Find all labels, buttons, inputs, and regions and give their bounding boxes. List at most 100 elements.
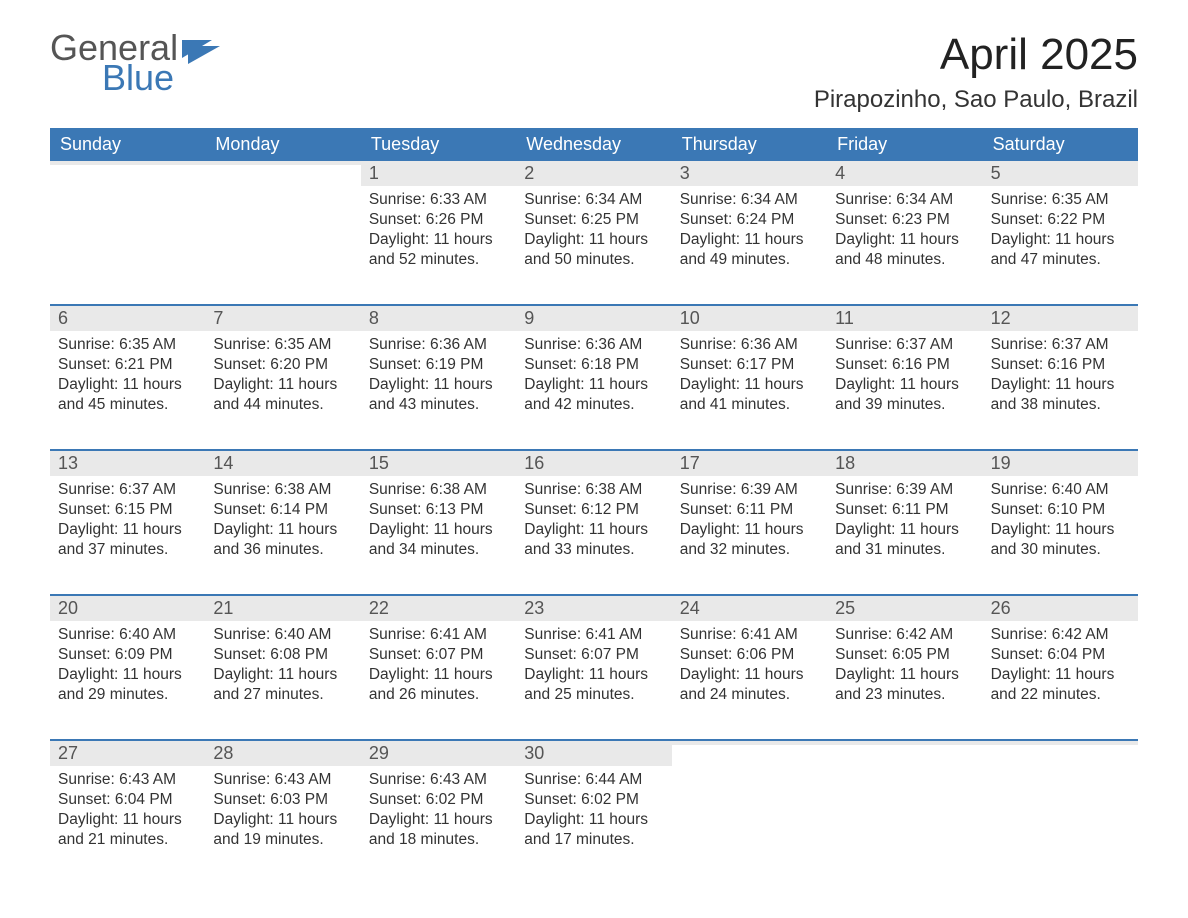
sunrise-text: Sunrise: 6:42 AM: [991, 625, 1130, 645]
cell-body: Sunrise: 6:39 AMSunset: 6:11 PMDaylight:…: [827, 476, 982, 580]
date-number: 30: [516, 741, 671, 766]
sunset-text: Sunset: 6:02 PM: [369, 790, 508, 810]
cell-body: Sunrise: 6:39 AMSunset: 6:11 PMDaylight:…: [672, 476, 827, 580]
daylight-text: Daylight: 11 hours and 36 minutes.: [213, 520, 352, 560]
sunrise-text: Sunrise: 6:39 AM: [680, 480, 819, 500]
sunset-text: Sunset: 6:16 PM: [991, 355, 1130, 375]
sunset-text: Sunset: 6:03 PM: [213, 790, 352, 810]
sunrise-text: Sunrise: 6:40 AM: [991, 480, 1130, 500]
calendar-cell: 23Sunrise: 6:41 AMSunset: 6:07 PMDayligh…: [516, 596, 671, 725]
date-number: 17: [672, 451, 827, 476]
sunset-text: Sunset: 6:23 PM: [835, 210, 974, 230]
cell-body: Sunrise: 6:38 AMSunset: 6:14 PMDaylight:…: [205, 476, 360, 580]
daylight-text: Daylight: 11 hours and 42 minutes.: [524, 375, 663, 415]
sunrise-text: Sunrise: 6:36 AM: [369, 335, 508, 355]
sunrise-text: Sunrise: 6:33 AM: [369, 190, 508, 210]
sunset-text: Sunset: 6:24 PM: [680, 210, 819, 230]
sunset-text: Sunset: 6:22 PM: [991, 210, 1130, 230]
sunrise-text: Sunrise: 6:43 AM: [369, 770, 508, 790]
calendar-cell: 27Sunrise: 6:43 AMSunset: 6:04 PMDayligh…: [50, 741, 205, 870]
calendar-cell: 19Sunrise: 6:40 AMSunset: 6:10 PMDayligh…: [983, 451, 1138, 580]
daylight-text: Daylight: 11 hours and 39 minutes.: [835, 375, 974, 415]
week-row: 13Sunrise: 6:37 AMSunset: 6:15 PMDayligh…: [50, 449, 1138, 580]
cell-body: Sunrise: 6:34 AMSunset: 6:24 PMDaylight:…: [672, 186, 827, 290]
calendar-cell: 9Sunrise: 6:36 AMSunset: 6:18 PMDaylight…: [516, 306, 671, 435]
sunrise-text: Sunrise: 6:42 AM: [835, 625, 974, 645]
calendar-cell: 4Sunrise: 6:34 AMSunset: 6:23 PMDaylight…: [827, 161, 982, 290]
daylight-text: Daylight: 11 hours and 29 minutes.: [58, 665, 197, 705]
sunset-text: Sunset: 6:08 PM: [213, 645, 352, 665]
sunrise-text: Sunrise: 6:34 AM: [680, 190, 819, 210]
date-number: 1: [361, 161, 516, 186]
calendar-cell: 21Sunrise: 6:40 AMSunset: 6:08 PMDayligh…: [205, 596, 360, 725]
cell-body: Sunrise: 6:41 AMSunset: 6:07 PMDaylight:…: [361, 621, 516, 725]
sunset-text: Sunset: 6:09 PM: [58, 645, 197, 665]
calendar-cell: 18Sunrise: 6:39 AMSunset: 6:11 PMDayligh…: [827, 451, 982, 580]
calendar-cell: [672, 741, 827, 870]
date-number: 29: [361, 741, 516, 766]
calendar-cell: 22Sunrise: 6:41 AMSunset: 6:07 PMDayligh…: [361, 596, 516, 725]
cell-body: Sunrise: 6:34 AMSunset: 6:23 PMDaylight:…: [827, 186, 982, 290]
calendar-cell: 10Sunrise: 6:36 AMSunset: 6:17 PMDayligh…: [672, 306, 827, 435]
date-number: 4: [827, 161, 982, 186]
sunrise-text: Sunrise: 6:35 AM: [58, 335, 197, 355]
calendar-cell: 6Sunrise: 6:35 AMSunset: 6:21 PMDaylight…: [50, 306, 205, 435]
calendar: Sunday Monday Tuesday Wednesday Thursday…: [50, 128, 1138, 870]
date-number: 9: [516, 306, 671, 331]
calendar-cell: 30Sunrise: 6:44 AMSunset: 6:02 PMDayligh…: [516, 741, 671, 870]
date-number: 15: [361, 451, 516, 476]
sunset-text: Sunset: 6:14 PM: [213, 500, 352, 520]
calendar-cell: 15Sunrise: 6:38 AMSunset: 6:13 PMDayligh…: [361, 451, 516, 580]
date-number: 11: [827, 306, 982, 331]
calendar-cell: [50, 161, 205, 290]
date-number: 22: [361, 596, 516, 621]
calendar-cell: 12Sunrise: 6:37 AMSunset: 6:16 PMDayligh…: [983, 306, 1138, 435]
sunrise-text: Sunrise: 6:37 AM: [835, 335, 974, 355]
daylight-text: Daylight: 11 hours and 44 minutes.: [213, 375, 352, 415]
sunrise-text: Sunrise: 6:41 AM: [524, 625, 663, 645]
daylight-text: Daylight: 11 hours and 33 minutes.: [524, 520, 663, 560]
sunrise-text: Sunrise: 6:38 AM: [213, 480, 352, 500]
cell-body: [672, 745, 827, 849]
sunrise-text: Sunrise: 6:41 AM: [369, 625, 508, 645]
sunset-text: Sunset: 6:11 PM: [680, 500, 819, 520]
dayname: Monday: [205, 128, 360, 161]
sunset-text: Sunset: 6:12 PM: [524, 500, 663, 520]
logo: General Blue: [50, 30, 220, 96]
daylight-text: Daylight: 11 hours and 38 minutes.: [991, 375, 1130, 415]
daylight-text: Daylight: 11 hours and 47 minutes.: [991, 230, 1130, 270]
calendar-cell: 14Sunrise: 6:38 AMSunset: 6:14 PMDayligh…: [205, 451, 360, 580]
sunrise-text: Sunrise: 6:40 AM: [213, 625, 352, 645]
sunset-text: Sunset: 6:04 PM: [991, 645, 1130, 665]
calendar-cell: 2Sunrise: 6:34 AMSunset: 6:25 PMDaylight…: [516, 161, 671, 290]
sunrise-text: Sunrise: 6:35 AM: [213, 335, 352, 355]
cell-body: Sunrise: 6:33 AMSunset: 6:26 PMDaylight:…: [361, 186, 516, 290]
calendar-cell: 28Sunrise: 6:43 AMSunset: 6:03 PMDayligh…: [205, 741, 360, 870]
cell-body: Sunrise: 6:42 AMSunset: 6:04 PMDaylight:…: [983, 621, 1138, 725]
cell-body: Sunrise: 6:41 AMSunset: 6:06 PMDaylight:…: [672, 621, 827, 725]
daylight-text: Daylight: 11 hours and 32 minutes.: [680, 520, 819, 560]
sunset-text: Sunset: 6:19 PM: [369, 355, 508, 375]
date-number: 20: [50, 596, 205, 621]
date-number: 10: [672, 306, 827, 331]
sunset-text: Sunset: 6:07 PM: [524, 645, 663, 665]
cell-body: Sunrise: 6:35 AMSunset: 6:21 PMDaylight:…: [50, 331, 205, 435]
sunrise-text: Sunrise: 6:34 AM: [835, 190, 974, 210]
date-number: 19: [983, 451, 1138, 476]
date-number: 6: [50, 306, 205, 331]
sunrise-text: Sunrise: 6:37 AM: [58, 480, 197, 500]
daylight-text: Daylight: 11 hours and 24 minutes.: [680, 665, 819, 705]
calendar-cell: 8Sunrise: 6:36 AMSunset: 6:19 PMDaylight…: [361, 306, 516, 435]
sunset-text: Sunset: 6:25 PM: [524, 210, 663, 230]
dayname: Friday: [827, 128, 982, 161]
cell-body: Sunrise: 6:43 AMSunset: 6:02 PMDaylight:…: [361, 766, 516, 870]
week-row: 27Sunrise: 6:43 AMSunset: 6:04 PMDayligh…: [50, 739, 1138, 870]
cell-body: Sunrise: 6:36 AMSunset: 6:17 PMDaylight:…: [672, 331, 827, 435]
daylight-text: Daylight: 11 hours and 26 minutes.: [369, 665, 508, 705]
date-number: 24: [672, 596, 827, 621]
cell-body: [983, 745, 1138, 849]
cell-body: Sunrise: 6:38 AMSunset: 6:12 PMDaylight:…: [516, 476, 671, 580]
cell-body: Sunrise: 6:36 AMSunset: 6:18 PMDaylight:…: [516, 331, 671, 435]
sunset-text: Sunset: 6:06 PM: [680, 645, 819, 665]
sunrise-text: Sunrise: 6:36 AM: [524, 335, 663, 355]
